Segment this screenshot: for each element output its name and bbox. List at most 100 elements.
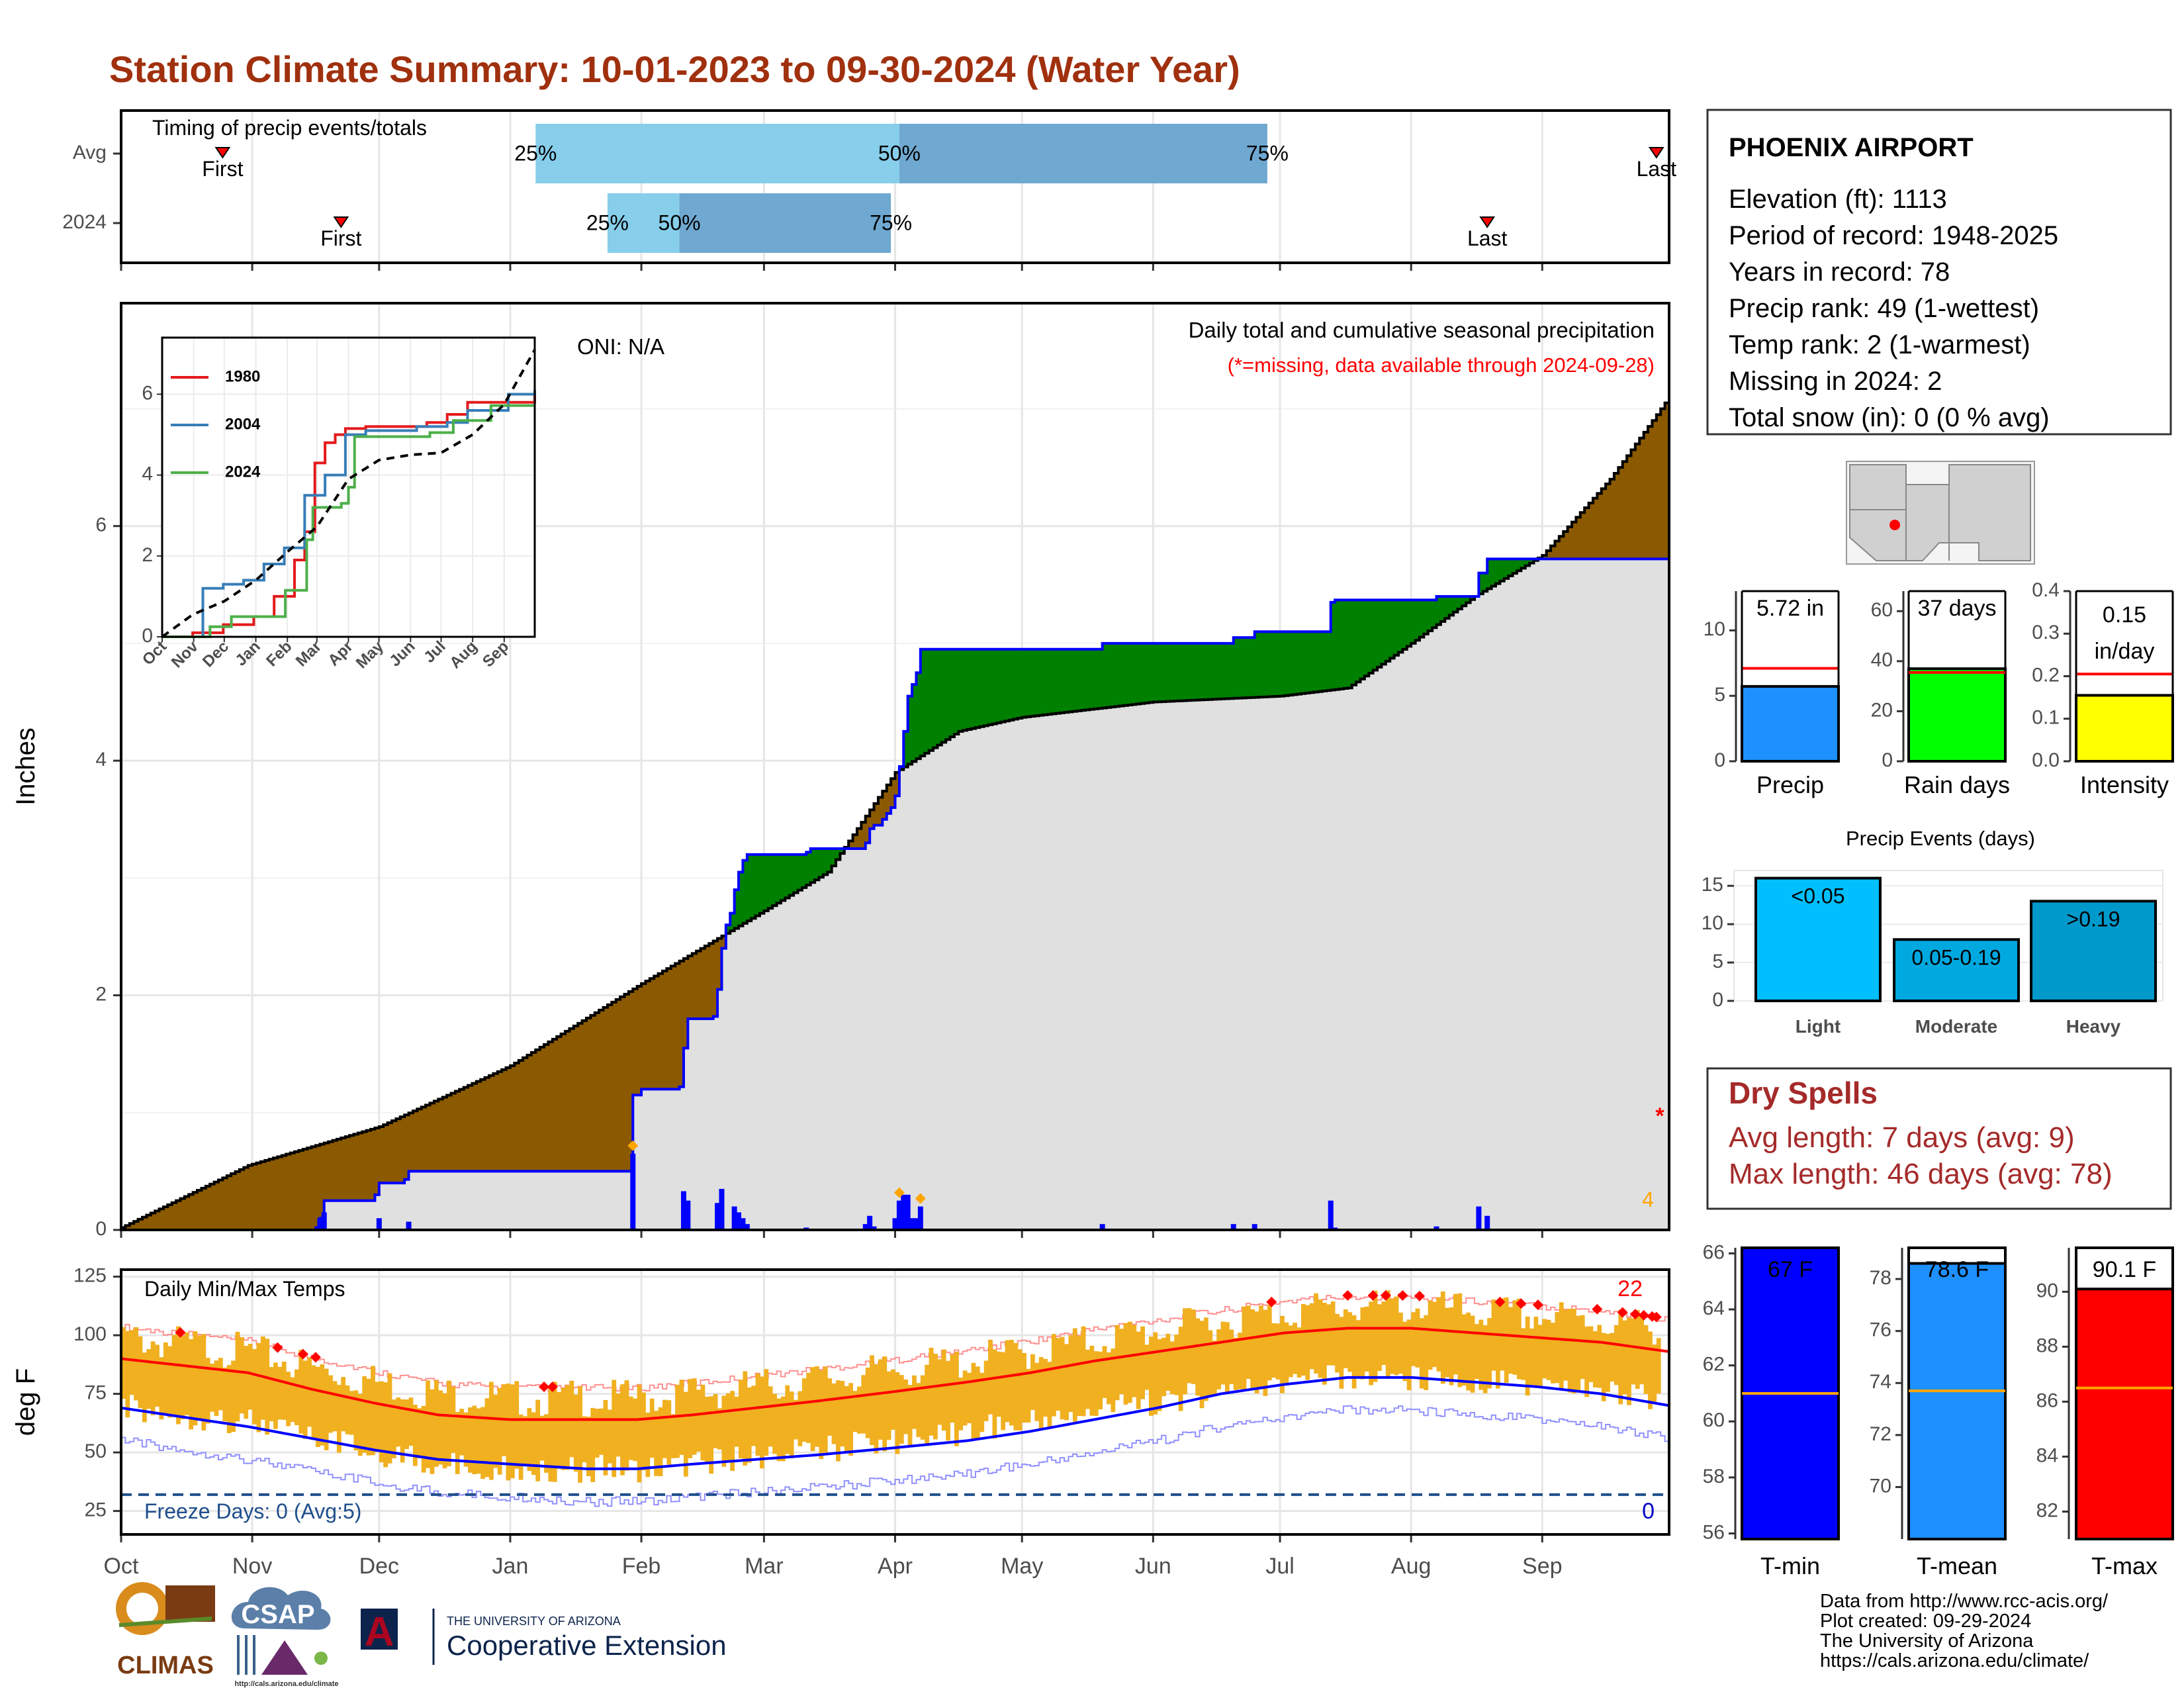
oni-label: ONI: N/A [577, 334, 664, 359]
missing-days-count: 4 [1642, 1188, 1654, 1211]
dry-spells-title: Dry Spells [1729, 1076, 1878, 1110]
summary-y-tick-label: 5 [1714, 684, 1725, 706]
timing-percentile-label: 75% [1246, 141, 1289, 165]
ua-logo-big-text: Cooperative Extension [447, 1630, 727, 1661]
precip-y-tick-label: 4 [95, 749, 107, 771]
events-bar [2030, 900, 2157, 1002]
temp-y-tick-label: 25 [85, 1499, 107, 1521]
precip-daily-bar [1476, 1206, 1482, 1230]
x-tick-label: Dec [359, 1554, 399, 1579]
temp-record-high-marker-icon [547, 1381, 558, 1392]
summary-y-tick-label: 0.2 [2032, 664, 2060, 686]
footer-line: https://cals.arizona.edu/climate/ [1820, 1650, 2089, 1671]
precip-daily-bar [905, 1194, 911, 1230]
x-tick-label: Sep [1522, 1554, 1563, 1579]
summary-bar-label: Intensity [2080, 771, 2169, 798]
summary-bar [1741, 684, 1840, 763]
station-info-box: PHOENIX AIRPORT Elevation (ft): 1113 Per… [1706, 109, 2172, 436]
precip-record-marker-icon [893, 1187, 905, 1198]
temp-daily-range-bars [121, 1290, 1661, 1483]
timing-first-marker-icon [333, 216, 349, 228]
timing-quartile-bar-low [607, 193, 680, 253]
university-of-arizona-logo: A THE UNIVERSITY OF ARIZONA Cooperative … [361, 1609, 727, 1665]
temp-summary-value-label: 78.6 F [1925, 1257, 1989, 1282]
summary-y-tick-label: 40 [1871, 649, 1893, 671]
x-tick-label: May [1001, 1554, 1043, 1579]
timing-frame [120, 109, 1670, 264]
timing-quartile-bar-low [535, 124, 899, 183]
temp-summary-bar [1907, 1262, 2007, 1540]
precip-daily-bar [867, 1215, 873, 1230]
events-category-label: Moderate [1915, 1016, 1997, 1037]
temp-record-high-marker-icon [1638, 1310, 1649, 1321]
precip-daily-bar [376, 1218, 382, 1230]
inset-series-line [162, 390, 536, 638]
events-y-tick-label: 0 [1712, 989, 1723, 1011]
footer-credits: Data from http://www.rcc-acis.org/ Plot … [1820, 1591, 2109, 1671]
precip-daily-bar [1433, 1226, 1439, 1230]
precip-y-axis-label: Inches [11, 727, 40, 806]
inset-series-line [162, 390, 536, 638]
station-info-line: Temp rank: 2 (1-warmest) [1729, 330, 2030, 359]
summary-value-label: 0.15 [2103, 602, 2146, 628]
temp-summary-y-tick-label: 74 [1870, 1371, 1891, 1393]
temp-record-high-marker-icon [1532, 1299, 1543, 1311]
station-name: PHOENIX AIRPORT [1729, 133, 1974, 162]
precip-record-marker-icon [915, 1193, 926, 1204]
precip-daily-bar [896, 1200, 902, 1230]
precip-missing-note: (*=missing, data available through 2024-… [1228, 353, 1655, 377]
timing-row-label: Avg [73, 142, 107, 164]
month-axis-labels: Oct Nov Dec Jan Feb Mar Apr May Jun Jul Aug Sep [104, 1554, 1563, 1579]
events-y-tick-label: 10 [1702, 912, 1723, 934]
inset-average-line [161, 349, 536, 638]
precip-y-tick-label: 0 [95, 1218, 107, 1240]
summary-y-tick-label: 0.4 [2032, 579, 2060, 601]
timing-last-marker-icon [1479, 216, 1496, 228]
timing-quartile-bar-high [679, 193, 891, 253]
temp-summary-y-tick-label: 78 [1870, 1267, 1891, 1289]
precip-daily-bar [736, 1212, 742, 1230]
summary-y-tick-label: 10 [1704, 618, 1725, 640]
station-info-line: Precip rank: 49 (1-wettest) [1729, 294, 2039, 323]
temp-record-high-marker-icon [272, 1342, 283, 1353]
temp-y-axis-label: deg F [11, 1368, 40, 1436]
summary-bar-label: Rain days [1904, 771, 2010, 798]
precip-daily-bar [1328, 1200, 1334, 1230]
temp-summary-y-tick-label: 64 [1703, 1297, 1725, 1319]
temp-summary-bar-label: T-min [1760, 1552, 1820, 1579]
events-category-label: Light [1796, 1016, 1841, 1037]
temp-summary-y-tick-label: 70 [1870, 1475, 1891, 1497]
temp-record-high-marker-icon [1380, 1289, 1391, 1301]
footer-line: Plot created: 09-29-2024 [1820, 1611, 2031, 1632]
precip-daily-bar [1230, 1224, 1236, 1230]
precip-daily-bar [719, 1188, 725, 1230]
station-marker-icon [1889, 520, 1900, 530]
temp-summary-y-tick-label: 76 [1870, 1319, 1891, 1341]
temp-y-tick-label: 50 [85, 1440, 107, 1462]
record-high-count: 22 [1617, 1276, 1643, 1301]
events-bar-label: <0.05 [1792, 884, 1845, 908]
missing-data-marker: * [1655, 1103, 1664, 1129]
climas-logo-text: CLIMAS [117, 1652, 214, 1679]
station-info-line: Total snow (in): 0 (0 % avg) [1729, 403, 2050, 432]
temp-record-high-line [121, 1293, 1670, 1392]
temp-record-high-marker-icon [1266, 1296, 1277, 1307]
timing-last-label: Last [1467, 226, 1508, 250]
summary-y-tick-label: 0.1 [2032, 707, 2060, 729]
events-bar [1893, 938, 2020, 1002]
footer-line: The University of Arizona [1820, 1630, 2034, 1652]
temp-summary-y-tick-label: 60 [1703, 1409, 1725, 1431]
events-category-label: Heavy [2066, 1016, 2121, 1037]
timing-quartile-bar-high [899, 124, 1267, 183]
x-tick-label: Jul [1265, 1554, 1294, 1579]
precip-daily-bar [731, 1206, 737, 1230]
inset-legend-label: 2024 [225, 463, 261, 481]
temp-record-high-marker-icon [1494, 1296, 1506, 1307]
temp-record-high-marker-icon [1651, 1311, 1662, 1323]
precip-daily-bar [917, 1206, 923, 1230]
x-tick-label: Mar [745, 1554, 784, 1579]
temp-summary-y-tick-label: 66 [1703, 1241, 1725, 1263]
precip-panel: Inches 0 2 4 6 Daily total and cumulative sea… [11, 302, 1670, 1240]
inset-frame [161, 336, 536, 638]
temp-y-tick-label: 125 [73, 1265, 107, 1287]
